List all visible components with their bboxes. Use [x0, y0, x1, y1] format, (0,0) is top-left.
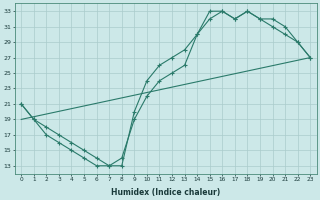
X-axis label: Humidex (Indice chaleur): Humidex (Indice chaleur)	[111, 188, 220, 197]
